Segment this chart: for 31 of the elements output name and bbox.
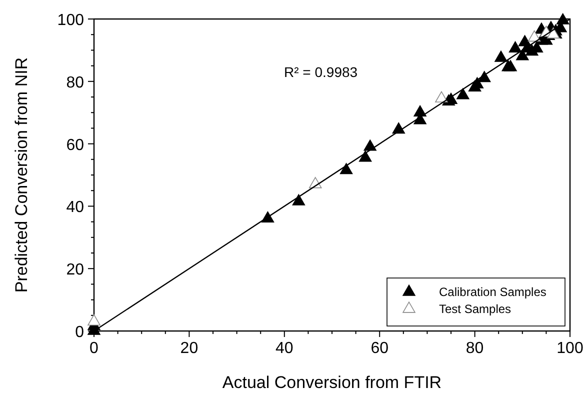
point bbox=[516, 49, 529, 60]
point bbox=[494, 50, 508, 62]
point bbox=[546, 27, 560, 38]
x-tick-label: 80 bbox=[466, 340, 484, 357]
y-axis-title: Predicted Conversion from NIR bbox=[12, 57, 31, 293]
y-tick-label: 80 bbox=[66, 74, 84, 92]
point bbox=[504, 60, 517, 72]
x-axis-title: Actual Conversion from FTIR bbox=[222, 373, 442, 392]
x-tick-label: 100 bbox=[556, 340, 584, 357]
y-tick-label: 100 bbox=[57, 12, 84, 29]
x-tick-label: 40 bbox=[276, 340, 294, 357]
y-tick-label: 60 bbox=[66, 136, 84, 154]
point bbox=[528, 30, 541, 42]
point bbox=[556, 13, 570, 24]
point bbox=[414, 105, 426, 116]
point bbox=[88, 314, 100, 326]
y-tick-label: 0 bbox=[75, 324, 84, 341]
legend-label: Calibration Samples bbox=[439, 285, 546, 299]
x-tick-label: 0 bbox=[90, 340, 99, 357]
legend-label: Test Samples bbox=[439, 302, 512, 316]
point bbox=[340, 163, 353, 174]
point bbox=[364, 140, 376, 151]
y-tick-label: 40 bbox=[66, 199, 84, 216]
point bbox=[456, 88, 470, 100]
x-tick-label: 60 bbox=[370, 340, 389, 357]
point bbox=[508, 41, 522, 52]
point bbox=[358, 150, 372, 162]
point bbox=[292, 194, 306, 206]
x-tick-label: 20 bbox=[180, 340, 198, 357]
y-tick-label: 20 bbox=[66, 262, 84, 279]
annotation: R² = 0.9983 bbox=[284, 64, 358, 80]
